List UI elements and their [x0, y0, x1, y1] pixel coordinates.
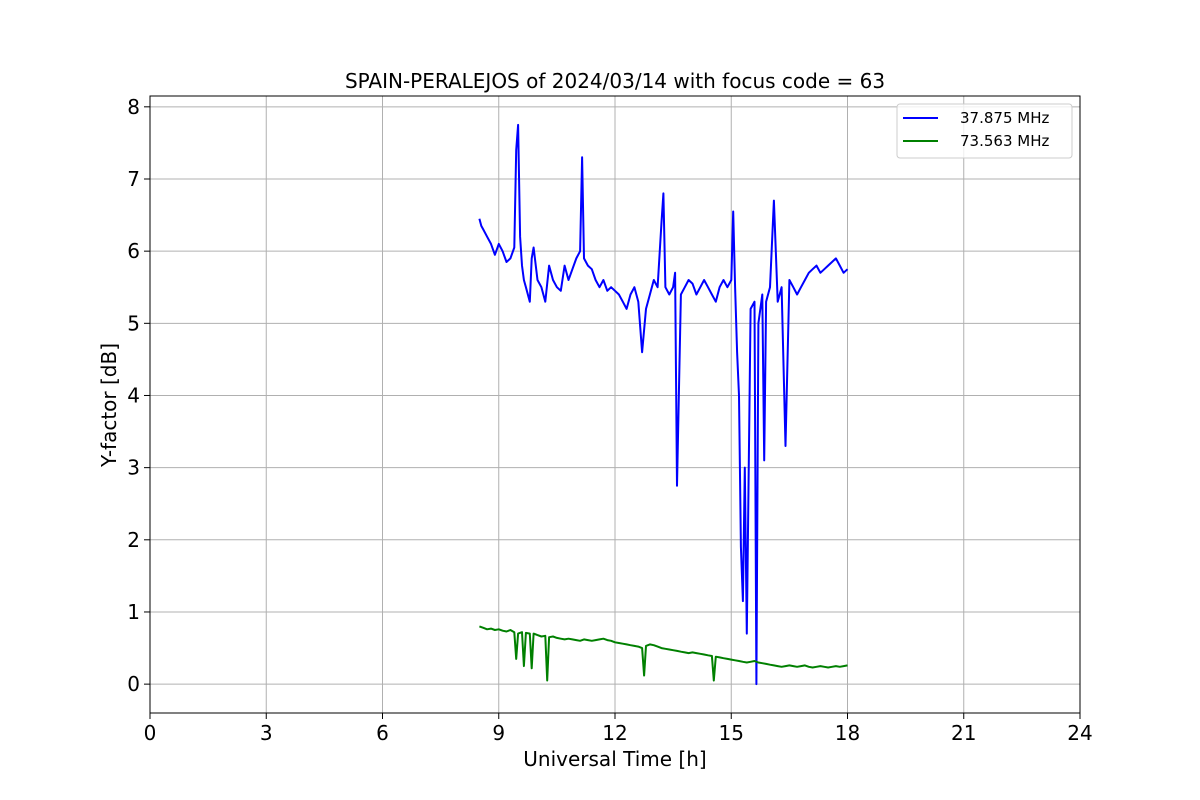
- x-tick-label: 24: [1067, 721, 1092, 745]
- series-layer: [478, 123, 849, 686]
- legend: 37.875 MHz 73.563 MHz: [896, 103, 1073, 159]
- y-tick-label: 0: [127, 672, 140, 696]
- x-tick-label: 0: [144, 721, 157, 745]
- legend-label-series-2: 73.563 MHz: [960, 132, 1049, 150]
- x-tick-label: 18: [835, 721, 860, 745]
- series-line-1: [478, 123, 849, 686]
- y-tick-label: 2: [127, 528, 140, 552]
- chart-title: SPAIN-PERALEJOS of 2024/03/14 with focus…: [345, 69, 885, 93]
- series-line-2: [479, 625, 848, 682]
- x-tick-label: 6: [376, 721, 389, 745]
- x-axis-label: Universal Time [h]: [523, 747, 706, 771]
- y-tick-label: 5: [127, 311, 140, 335]
- grid-layer: [149, 96, 1081, 713]
- y-ticks: 0 1 2 3 4 5 6 7 8: [127, 95, 150, 696]
- legend-box: [896, 103, 1073, 159]
- x-tick-label: 15: [719, 721, 744, 745]
- y-tick-label: 8: [127, 95, 140, 119]
- x-tick-label: 3: [260, 721, 273, 745]
- y-tick-label: 3: [127, 456, 140, 480]
- legend-label-series-1: 37.875 MHz: [960, 109, 1049, 127]
- x-tick-label: 9: [492, 721, 505, 745]
- y-tick-label: 7: [127, 167, 140, 191]
- x-tick-label: 12: [602, 721, 627, 745]
- y-tick-label: 6: [127, 239, 140, 263]
- x-ticks: 0 3 6 9 12 15 18 21 24: [144, 713, 1093, 745]
- x-tick-label: 21: [951, 721, 976, 745]
- y-axis-label: Y-factor [dB]: [97, 343, 121, 468]
- y-tick-label: 1: [127, 600, 140, 624]
- y-tick-label: 4: [127, 383, 140, 407]
